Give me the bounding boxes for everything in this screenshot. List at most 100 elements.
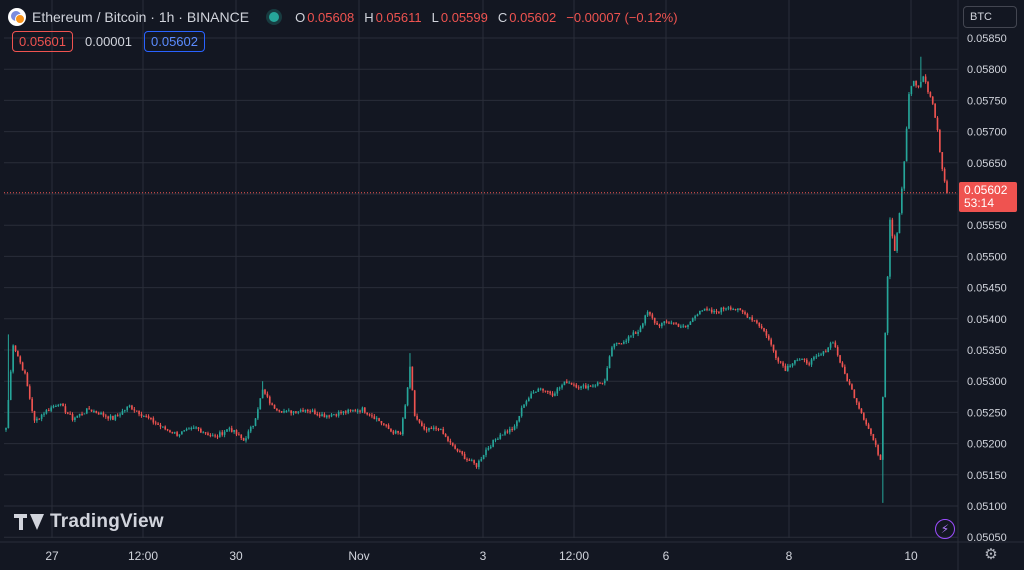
candle-body bbox=[912, 80, 915, 87]
candle-body bbox=[494, 439, 497, 441]
candle-body bbox=[216, 436, 219, 438]
candle-body bbox=[321, 414, 323, 417]
candle-body bbox=[259, 398, 262, 410]
candle-body bbox=[88, 408, 91, 410]
candle-body bbox=[325, 415, 328, 418]
settings-gear-icon[interactable]: ⚙ bbox=[984, 546, 998, 563]
candle-body bbox=[796, 360, 799, 362]
candle-body bbox=[102, 412, 105, 416]
candle-body bbox=[62, 403, 64, 407]
candle-body bbox=[577, 387, 580, 389]
candle-body bbox=[606, 368, 609, 381]
candle-body bbox=[874, 440, 877, 445]
candle-body bbox=[52, 406, 55, 408]
candle-body bbox=[813, 357, 815, 360]
buy-button[interactable]: 0.05602 bbox=[144, 31, 205, 52]
candle-body bbox=[506, 431, 509, 433]
candle-body bbox=[280, 411, 283, 413]
candle-body bbox=[882, 397, 884, 460]
candle-body bbox=[451, 442, 454, 446]
candle-body bbox=[589, 385, 592, 387]
candle-body bbox=[214, 435, 216, 437]
candle-body bbox=[672, 322, 675, 324]
candle-body bbox=[584, 385, 587, 389]
candle-body bbox=[741, 310, 744, 313]
candle-body bbox=[497, 438, 499, 440]
candle-body bbox=[943, 169, 946, 182]
candle-body bbox=[318, 414, 321, 417]
candle-body bbox=[898, 213, 901, 234]
candle-body bbox=[592, 385, 594, 387]
candle-body bbox=[437, 428, 440, 430]
candle-body bbox=[523, 404, 525, 408]
tradingview-watermark[interactable]: TradingView bbox=[14, 511, 164, 533]
x-tick-label: 3 bbox=[480, 549, 487, 563]
candle-body bbox=[485, 449, 487, 456]
candle-body bbox=[157, 423, 159, 425]
candle-body bbox=[753, 320, 756, 322]
candle-body bbox=[359, 410, 361, 412]
candle-body bbox=[501, 434, 504, 436]
candle-body bbox=[192, 427, 195, 429]
candle-body bbox=[432, 427, 435, 429]
candle-body bbox=[366, 412, 369, 415]
candle-body bbox=[535, 391, 537, 393]
candle-body bbox=[330, 414, 333, 417]
candle-body bbox=[463, 454, 466, 460]
candle-body bbox=[554, 393, 556, 396]
candle-body bbox=[116, 415, 119, 417]
candle-body bbox=[311, 410, 314, 412]
candle-body bbox=[64, 406, 67, 413]
candle-body bbox=[131, 405, 133, 410]
candle-body bbox=[200, 428, 202, 433]
candle-body bbox=[549, 391, 551, 394]
y-tick-label: 0.05850 bbox=[967, 33, 1007, 45]
candle-body bbox=[908, 94, 910, 129]
candle-body bbox=[271, 403, 273, 405]
candle-body bbox=[154, 422, 157, 424]
candle-body bbox=[744, 312, 746, 314]
sell-button[interactable]: 0.05601 bbox=[12, 31, 73, 52]
candle-body bbox=[794, 360, 796, 364]
candle-body bbox=[836, 347, 839, 356]
candle-body bbox=[565, 381, 568, 383]
candle-body bbox=[715, 310, 718, 312]
x-tick-label: 27 bbox=[45, 549, 59, 563]
candle-body bbox=[834, 342, 837, 348]
open-value: 0.05608 bbox=[307, 9, 355, 25]
candle-body bbox=[31, 398, 33, 412]
candle-body bbox=[696, 314, 699, 317]
lightning-icon[interactable]: ⚡ bbox=[935, 519, 955, 539]
candle-body bbox=[734, 309, 737, 311]
candle-body bbox=[722, 307, 725, 310]
candle-body bbox=[546, 390, 549, 392]
candle-body bbox=[107, 416, 110, 419]
candle-body bbox=[169, 430, 171, 433]
candle-body bbox=[689, 321, 692, 325]
y-tick-label: 0.05250 bbox=[967, 407, 1007, 419]
candle-body bbox=[361, 407, 364, 412]
candle-body bbox=[287, 410, 290, 412]
candle-body bbox=[394, 430, 397, 434]
open-label: O bbox=[295, 9, 306, 25]
candle-body bbox=[347, 409, 350, 413]
currency-button[interactable]: BTC bbox=[963, 6, 1017, 28]
candle-body bbox=[561, 385, 563, 388]
candle-body bbox=[661, 323, 663, 327]
candle-body bbox=[829, 343, 832, 348]
candle-body bbox=[530, 393, 532, 399]
candle-body bbox=[147, 416, 150, 418]
candle-body bbox=[805, 359, 808, 364]
candle-body bbox=[145, 415, 148, 417]
y-tick-label: 0.05750 bbox=[967, 95, 1007, 107]
symbol-title[interactable]: Ethereum / Bitcoin · 1h · BINANCE bbox=[32, 9, 250, 25]
candle-body bbox=[917, 85, 920, 87]
candle-body bbox=[713, 310, 715, 313]
candle-body bbox=[207, 433, 209, 436]
candle-body bbox=[133, 409, 136, 411]
candle-body bbox=[466, 459, 468, 461]
candle-body bbox=[582, 385, 585, 387]
candle-body bbox=[646, 312, 649, 316]
